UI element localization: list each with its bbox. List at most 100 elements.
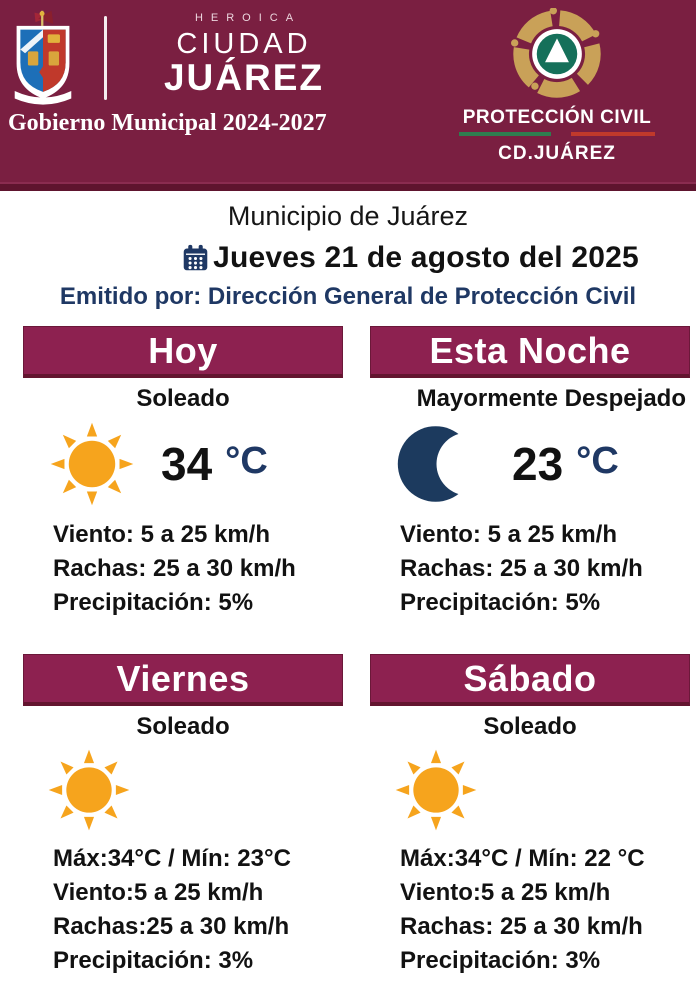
icon-temp-row: 23 °C [370, 414, 690, 514]
precipitation-value: 3% [565, 947, 601, 974]
gusts-line: Rachas: 25 a 30 km/h [400, 552, 690, 586]
brand-text: HEROICA CIUDAD JUÁREZ [124, 12, 364, 96]
forecast-cards-grid: Hoy Soleado [0, 311, 696, 978]
forecast-card-hoy: Hoy Soleado [23, 326, 343, 620]
wind-value: 5 a 25 km/h [487, 521, 617, 548]
wind-value: 5 a 25 km/h [133, 879, 264, 906]
juarez-label: JUÁREZ [163, 57, 325, 99]
condition-label: Soleado [136, 385, 230, 412]
intro-section: Municipio de Juárez Jueves 21 de agosto … [0, 191, 696, 311]
date-row: Jueves 21 de agosto del 2025 [62, 241, 696, 275]
cd-juarez-label: CD.JUÁREZ [498, 143, 616, 164]
wind-line: Viento:5 a 25 km/h [53, 876, 343, 910]
temperature-unit: °C [225, 439, 268, 482]
detail-list: Viento: 5 a 25 km/h Rachas: 25 a 30 km/h… [23, 518, 343, 620]
max-label: Máx: [400, 845, 455, 872]
forecast-card-viernes: Viernes Soleado [23, 654, 343, 978]
calendar-icon [183, 244, 208, 270]
proteccion-civil-emblem-icon [511, 7, 603, 105]
juarez-coat-of-arms-icon [10, 8, 76, 111]
gusts-line: Rachas: 25 a 30 km/h [53, 552, 343, 586]
issued-by-label: Emitido por: Dirección General de Protec… [59, 283, 637, 310]
forecast-card-esta-noche: Esta Noche Mayormente Despejado 23 °C [370, 326, 690, 620]
city-brand: HEROICA CIUDAD JUÁREZ Gobierno Municipal… [8, 6, 368, 178]
precipitation-value: 5% [218, 589, 254, 616]
brand-divider [104, 16, 107, 100]
banner-header: HEROICA CIUDAD JUÁREZ Gobierno Municipal… [0, 0, 696, 182]
precipitation-label: Precipitación: [400, 589, 559, 616]
temperature: 34 °C [161, 437, 268, 491]
gusts-label: Rachas: [400, 555, 494, 582]
precipitation-value: 3% [218, 947, 254, 974]
precipitation-label: Precipitación: [400, 947, 559, 974]
temperature-value: 34 [161, 438, 213, 490]
wind-value: 5 a 25 km/h [140, 521, 270, 548]
wind-line: Viento: 5 a 25 km/h [400, 518, 690, 552]
gusts-value: 25 a 30 km/h [153, 555, 296, 582]
banner-bottom-strip [0, 182, 696, 191]
card-title-bar: Esta Noche [370, 326, 690, 378]
icon-row [23, 742, 343, 838]
proteccion-civil-label: PROTECCIÓN CIVIL [462, 107, 652, 128]
gusts-line: Rachas: 25 a 30 km/h [400, 910, 690, 944]
temperature-unit: °C [576, 439, 619, 482]
max-min-line: Máx:34°C / Mín: 22 °C [400, 842, 690, 876]
wind-label: Viento: [53, 879, 134, 906]
temperature: 23 °C [512, 437, 619, 491]
max-min-value: 34°C / Mín: 22 °C [454, 845, 645, 872]
moon-icon [397, 426, 474, 502]
gusts-label: Rachas: [53, 913, 147, 940]
tricolor-underline [459, 132, 655, 136]
gusts-label: Rachas: [53, 555, 147, 582]
max-label: Máx: [53, 845, 108, 872]
card-title-bar: Hoy [23, 326, 343, 378]
gusts-value: 25 a 30 km/h [146, 913, 290, 940]
condition-label: Mayormente Despejado [416, 385, 686, 412]
icon-temp-row: 34 °C [23, 414, 343, 514]
gusts-value: 25 a 30 km/h [500, 555, 643, 582]
precipitation-label: Precipitación: [53, 947, 212, 974]
detail-list: Máx:34°C / Mín: 22 °C Viento:5 a 25 km/h… [370, 842, 690, 978]
wind-label: Viento: [400, 879, 481, 906]
icon-row [370, 742, 690, 838]
card-title-bar: Viernes [23, 654, 343, 706]
temperature-value: 23 [512, 438, 564, 490]
condition-label: Soleado [483, 713, 577, 740]
max-min-value: 34°C / Mín: 23°C [107, 845, 291, 872]
gusts-line: Rachas:25 a 30 km/h [53, 910, 343, 944]
ciudad-label: CIUDAD [176, 28, 312, 60]
forecast-date: Jueves 21 de agosto del 2025 [213, 241, 639, 274]
sun-icon [50, 422, 134, 506]
max-min-line: Máx:34°C / Mín: 23°C [53, 842, 343, 876]
precipitation-line: Precipitación: 5% [400, 586, 690, 620]
sun-icon [48, 749, 130, 831]
gobierno-municipal-label: Gobierno Municipal 2024-2027 [8, 110, 327, 136]
condition-label: Soleado [136, 713, 230, 740]
proteccion-civil-brand: PROTECCIÓN CIVIL CD.JUÁREZ [432, 7, 682, 165]
green-underline-segment [459, 132, 551, 136]
card-title: Viernes [116, 657, 250, 699]
precipitation-line: Precipitación: 3% [400, 944, 690, 978]
municipio-title: Municipio de Juárez [227, 201, 469, 231]
wind-line: Viento:5 a 25 km/h [400, 876, 690, 910]
precipitation-line: Precipitación: 3% [53, 944, 343, 978]
red-underline-segment [571, 132, 655, 136]
card-title: Sábado [463, 657, 597, 699]
gusts-label: Rachas: [400, 913, 494, 940]
precipitation-label: Precipitación: [53, 589, 212, 616]
detail-list: Máx:34°C / Mín: 23°C Viento:5 a 25 km/h … [23, 842, 343, 978]
wind-label: Viento: [400, 521, 481, 548]
sun-icon [395, 749, 477, 831]
gusts-value: 25 a 30 km/h [500, 913, 643, 940]
heroica-label: HEROICA [194, 12, 302, 24]
card-title: Hoy [148, 329, 218, 371]
card-title-bar: Sábado [370, 654, 690, 706]
forecast-card-sabado: Sábado Soleado [370, 654, 690, 978]
precipitation-value: 5% [565, 589, 601, 616]
wind-label: Viento: [53, 521, 134, 548]
wind-value: 5 a 25 km/h [480, 879, 611, 906]
precipitation-line: Precipitación: 5% [53, 586, 343, 620]
wind-line: Viento: 5 a 25 km/h [53, 518, 343, 552]
card-title: Esta Noche [429, 329, 631, 371]
